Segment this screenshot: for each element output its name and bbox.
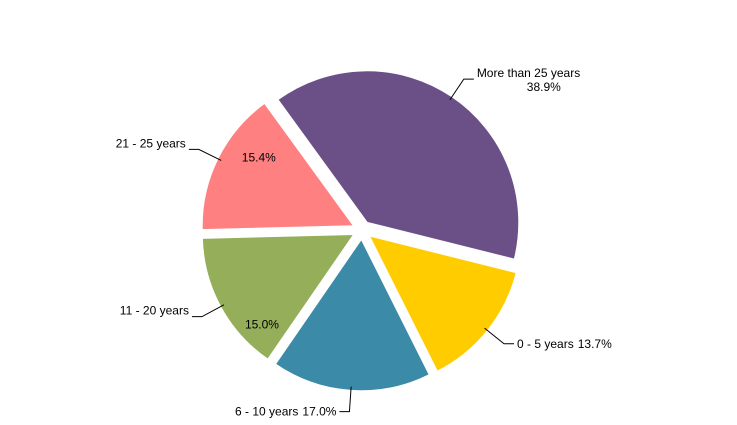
data-label: 21 - 25 years 15.4% (116, 136, 276, 164)
leader-line (449, 78, 474, 101)
category-label: 21 - 25 years (116, 136, 186, 150)
leader-line (191, 304, 225, 318)
pie-slice (276, 69, 520, 261)
value-label: 15.0% (245, 318, 279, 332)
category-label: 0 - 5 years (517, 337, 574, 351)
data-label: 0 - 5 years 13.7% (517, 337, 612, 351)
data-label: More than 25 years 38.9% (477, 66, 580, 94)
value-label: 13.7% (578, 337, 612, 351)
value-label: 38.9% (527, 80, 561, 94)
data-label: 11 - 20 years 15.0% (120, 304, 279, 332)
category-label: 6 - 10 years (235, 405, 298, 419)
leader-line (484, 327, 515, 345)
data-label: 6 - 10 years 17.0% (235, 405, 337, 419)
leader-line (188, 148, 222, 161)
value-label: 17.0% (302, 405, 336, 419)
category-label: More than 25 years (477, 66, 580, 80)
leader-line (339, 386, 352, 413)
value-label: 15.4% (242, 150, 276, 164)
category-label: 11 - 20 years (120, 304, 189, 318)
